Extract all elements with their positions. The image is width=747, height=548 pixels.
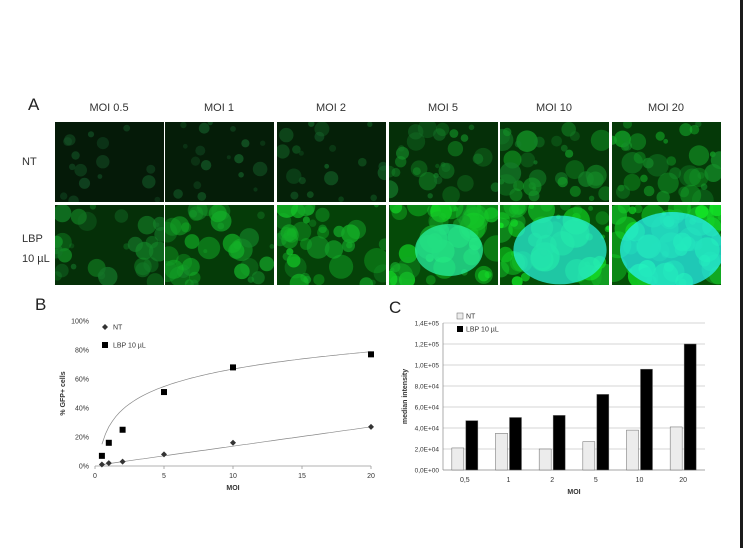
data-point-nt bbox=[105, 460, 112, 467]
x-tick-label: 20 bbox=[367, 473, 375, 480]
data-point-nt bbox=[161, 451, 167, 458]
panel-a-letter: A bbox=[28, 95, 40, 114]
y-tick-label: 100% bbox=[71, 319, 89, 326]
column-label: MOI 5 bbox=[428, 102, 458, 114]
legend-label-lbp: LBP 10 µL bbox=[113, 343, 146, 350]
micrograph-tile bbox=[277, 205, 386, 285]
legend-label-lbp: LBP 10 µL bbox=[466, 327, 499, 334]
x-tick-label: 0,5 bbox=[460, 477, 470, 484]
y-tick-label: 4,0E+04 bbox=[415, 426, 440, 433]
y-tick-label: 8,0E+04 bbox=[415, 384, 440, 391]
data-point-nt bbox=[368, 423, 374, 430]
y-axis-label: % GFP+ cells bbox=[60, 371, 67, 415]
row-label-nt-text: NT bbox=[22, 156, 37, 168]
chart-gfp-percent: 0% 20% 40% 60% 80% 100% 0 5 10 15 20 MOI % GFP+ cell… bbox=[60, 319, 375, 493]
column-label: MOI 2 bbox=[316, 102, 346, 114]
chart-median-intensity: 0,0E+00 2,0E+04 4,0E+04 6,0E+04 8,0E+04 1,0E+… bbox=[402, 312, 705, 496]
y-tick-label: 0% bbox=[79, 464, 89, 471]
data-point-lbp bbox=[230, 364, 236, 371]
row-label-lbp: LBP 10 µL bbox=[22, 229, 50, 269]
window-edge bbox=[740, 0, 743, 548]
legend-marker-lbp bbox=[102, 342, 108, 348]
micrograph-tile bbox=[55, 205, 164, 285]
micrograph-tile bbox=[277, 122, 386, 202]
micrograph-tile bbox=[500, 205, 609, 285]
x-tick-label: 1 bbox=[507, 477, 511, 484]
legend-label-nt: NT bbox=[113, 325, 123, 332]
x-tick-label: 10 bbox=[636, 477, 644, 484]
data-point-lbp bbox=[161, 389, 167, 396]
trendline-nt bbox=[101, 426, 372, 465]
bar-nt bbox=[669, 426, 683, 471]
bar-lbp bbox=[596, 394, 610, 471]
row-label-lbp-line1: LBP bbox=[22, 233, 43, 245]
panel-c-letter: C bbox=[389, 298, 402, 317]
micrograph-tile bbox=[500, 122, 609, 202]
micrograph-tile bbox=[165, 205, 274, 285]
data-point-nt bbox=[119, 458, 126, 465]
bar-nt bbox=[495, 433, 508, 471]
bar-lbp bbox=[552, 415, 566, 471]
micrograph-tile bbox=[612, 205, 721, 285]
x-tick-label: 5 bbox=[162, 473, 166, 480]
x-tick-label: 2 bbox=[550, 477, 554, 484]
column-label: MOI 10 bbox=[535, 102, 573, 114]
bar-nt bbox=[538, 448, 552, 471]
legend-swatch-nt bbox=[456, 312, 464, 320]
micrograph-tile bbox=[55, 122, 164, 202]
y-tick-label: 1,0E+05 bbox=[415, 363, 440, 370]
legend-label-nt: NT bbox=[466, 314, 476, 321]
bar-lbp bbox=[509, 417, 522, 471]
panel-b-letter: B bbox=[35, 295, 47, 314]
y-tick-label: 2,0E+04 bbox=[415, 447, 440, 454]
micrograph-tile bbox=[389, 205, 498, 285]
y-tick-label: 80% bbox=[75, 348, 89, 355]
data-point-lbp bbox=[105, 439, 112, 446]
column-label: MOI 0.5 bbox=[89, 102, 129, 114]
row-label-nt: NT bbox=[22, 152, 37, 172]
x-tick-label: 10 bbox=[229, 473, 237, 480]
y-tick-label: 0,0E+00 bbox=[415, 468, 440, 475]
micrograph-tile bbox=[612, 122, 721, 202]
data-point-nt bbox=[98, 461, 105, 468]
row-label-lbp-line2: 10 µL bbox=[22, 253, 50, 265]
x-axis-label: MOI bbox=[226, 485, 239, 492]
trendline-lbp bbox=[101, 351, 372, 445]
bar-lbp bbox=[683, 343, 697, 471]
micrograph-tile bbox=[165, 122, 274, 202]
y-tick-label: 60% bbox=[75, 377, 89, 384]
y-tick-label: 20% bbox=[75, 435, 89, 442]
data-point-lbp bbox=[119, 426, 126, 433]
data-point-lbp bbox=[368, 351, 374, 358]
y-tick-label: 1,2E+05 bbox=[415, 342, 440, 349]
x-tick-label: 0 bbox=[93, 473, 97, 480]
data-point-nt bbox=[230, 439, 236, 446]
column-label: MOI 1 bbox=[204, 102, 234, 114]
bar-nt bbox=[582, 441, 596, 471]
x-tick-label: 15 bbox=[298, 473, 306, 480]
legend-marker-nt bbox=[102, 324, 108, 330]
data-point-lbp bbox=[98, 452, 105, 459]
x-axis-label: MOI bbox=[567, 489, 580, 496]
y-tick-label: 6,0E+04 bbox=[415, 405, 440, 412]
bar-nt bbox=[626, 429, 639, 471]
bar-lbp bbox=[640, 368, 653, 471]
x-tick-label: 20 bbox=[679, 477, 687, 484]
legend-swatch-lbp bbox=[457, 326, 463, 332]
bar-nt bbox=[451, 447, 465, 471]
column-label: MOI 20 bbox=[647, 102, 685, 114]
y-tick-label: 1,4E+05 bbox=[415, 321, 440, 328]
micrograph-tile bbox=[389, 122, 498, 202]
y-axis-label: median intensity bbox=[402, 369, 409, 424]
y-tick-label: 40% bbox=[75, 406, 89, 413]
x-tick-label: 5 bbox=[594, 477, 598, 484]
bar-lbp bbox=[465, 420, 479, 471]
